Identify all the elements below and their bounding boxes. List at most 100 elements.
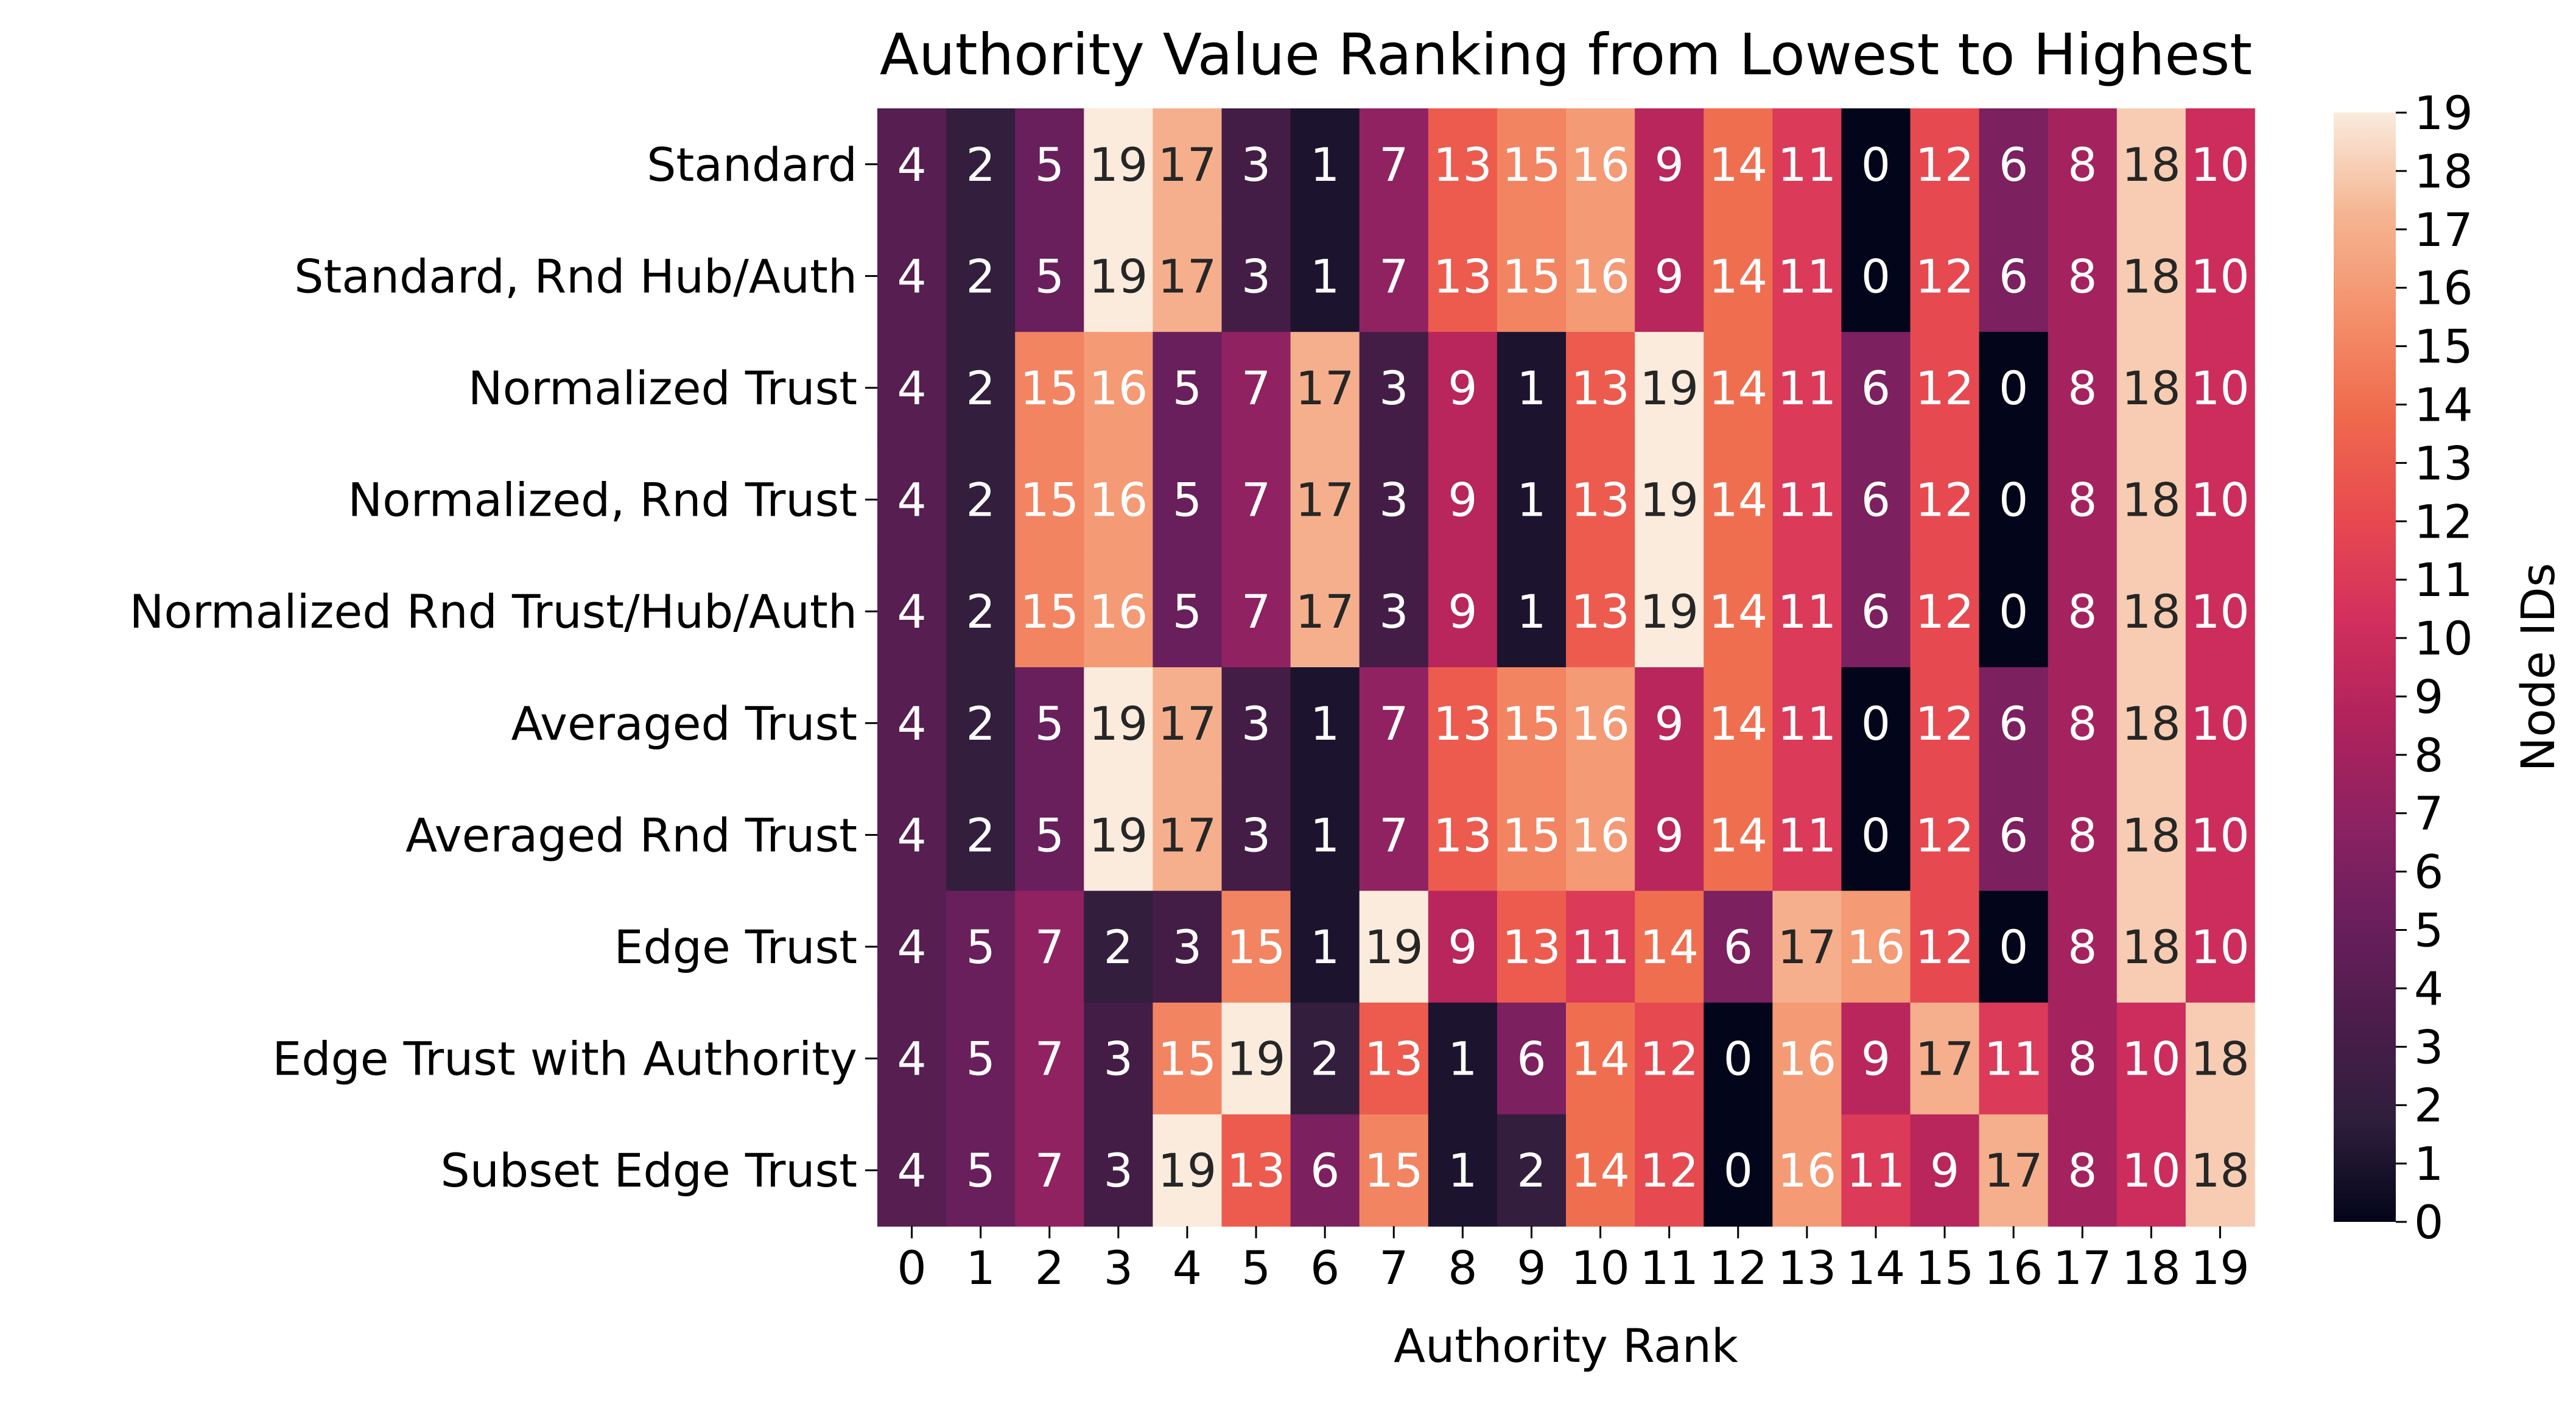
cell-annotation: 16 — [1571, 138, 1630, 192]
x-tick-label: 12 — [1708, 1241, 1767, 1295]
heatmap-cell — [1635, 891, 1704, 1003]
cell-annotation: 2 — [1104, 920, 1133, 974]
heatmap-cell — [1566, 891, 1635, 1003]
cell-annotation: 12 — [1915, 361, 1974, 415]
cell-annotation: 1 — [1517, 473, 1546, 527]
heatmap-cell — [1772, 667, 1842, 780]
x-axis-label: Authority Rank — [1394, 1319, 1738, 1373]
heatmap-cell — [1841, 332, 1911, 444]
heatmap-cell — [1566, 1002, 1635, 1115]
x-tick-label: 0 — [897, 1241, 926, 1295]
cell-annotation: 18 — [2122, 249, 2181, 303]
cell-annotation: 7 — [1035, 1143, 1064, 1198]
cell-annotation: 3 — [1241, 808, 1271, 862]
cell-annotation: 5 — [1035, 808, 1064, 862]
heatmap-cell — [1153, 779, 1223, 891]
heatmap-cell — [946, 891, 1016, 1003]
heatmap-cell — [2048, 332, 2118, 444]
cell-annotation: 1 — [1310, 920, 1339, 974]
heatmap-cell — [1153, 1114, 1223, 1227]
heatmap-cell — [1290, 332, 1360, 444]
colorbar-tick-label: 15 — [2414, 320, 2473, 374]
cell-annotation: 4 — [897, 584, 926, 639]
heatmap-cell — [1566, 332, 1635, 444]
heatmap-cell — [2116, 220, 2186, 332]
cell-annotation: 17 — [1915, 1032, 1974, 1086]
cell-annotation: 0 — [1724, 1032, 1753, 1086]
cell-annotation: 16 — [1571, 249, 1630, 303]
heatmap-cell — [1497, 108, 1567, 221]
cell-annotation: 15 — [1364, 1143, 1423, 1198]
cell-annotation: 9 — [1654, 249, 1683, 303]
heatmap-cell — [2185, 891, 2255, 1003]
heatmap-cell — [1153, 220, 1223, 332]
cell-annotation: 9 — [1654, 808, 1683, 862]
cell-annotation: 16 — [1089, 361, 1148, 415]
heatmap-cell — [1221, 220, 1291, 332]
heatmap-cell — [2185, 443, 2255, 556]
heatmap-cell — [1084, 555, 1154, 668]
cell-annotation: 10 — [2191, 473, 2250, 527]
heatmap-cell — [1979, 443, 2049, 556]
cell-annotation: 5 — [1035, 138, 1064, 192]
cell-annotation: 13 — [1433, 696, 1492, 751]
heatmap-cell — [946, 443, 1016, 556]
heatmap-cell — [1497, 1002, 1567, 1115]
cell-annotation: 5 — [1035, 249, 1064, 303]
cell-annotation: 16 — [1847, 920, 1906, 974]
heatmap-cell — [1290, 443, 1360, 556]
colorbar-tick-label: 11 — [2414, 553, 2473, 607]
heatmap-cell — [1566, 667, 1635, 780]
cell-annotation: 3 — [1173, 920, 1202, 974]
cell-annotation: 19 — [1089, 249, 1148, 303]
cell-annotation: 12 — [1915, 920, 1974, 974]
y-tick-label: Subset Edge Trust — [441, 1143, 857, 1198]
cell-annotation: 15 — [1227, 920, 1286, 974]
heatmap-cell — [1084, 220, 1154, 332]
heatmap-cell — [1428, 332, 1498, 444]
heatmap-cell — [1015, 1002, 1085, 1115]
colorbar-tick-label: 4 — [2414, 961, 2443, 1015]
cell-annotation: 7 — [1379, 696, 1408, 751]
heatmap-cell — [1910, 779, 1980, 891]
cell-annotation: 2 — [966, 138, 995, 192]
cell-annotation: 17 — [1158, 138, 1217, 192]
heatmap-cell — [946, 779, 1016, 891]
cell-annotation: 13 — [1433, 138, 1492, 192]
cell-annotation: 14 — [1708, 249, 1767, 303]
heatmap-cell — [1772, 555, 1842, 668]
cell-annotation: 19 — [1640, 361, 1699, 415]
y-tick-label: Standard — [647, 138, 857, 192]
colorbar-tick-label: 2 — [2414, 1078, 2443, 1132]
y-tick-label: Averaged Rnd Trust — [405, 808, 857, 862]
colorbar-tick-label: 12 — [2414, 494, 2473, 549]
cell-annotation: 10 — [2191, 696, 2250, 751]
heatmap-cell — [1084, 443, 1154, 556]
cell-annotation: 13 — [1433, 249, 1492, 303]
heatmap-cell — [946, 332, 1016, 444]
cell-annotation: 16 — [1089, 584, 1148, 639]
y-tick-label: Edge Trust with Authority — [272, 1032, 857, 1086]
cell-annotation: 6 — [1999, 249, 2028, 303]
heatmap-cell — [1635, 332, 1704, 444]
cell-annotation: 15 — [1020, 361, 1079, 415]
heatmap-cell — [1910, 891, 1980, 1003]
heatmap-cell — [2116, 779, 2186, 891]
cell-annotation: 2 — [966, 473, 995, 527]
heatmap-cell — [1428, 555, 1498, 668]
cell-annotation: 10 — [2191, 808, 2250, 862]
heatmap-cell — [1015, 1114, 1085, 1227]
heatmap-cell — [1979, 779, 2049, 891]
heatmap-cell — [946, 1114, 1016, 1227]
heatmap-cell — [1015, 332, 1085, 444]
cell-annotation: 9 — [1448, 584, 1477, 639]
heatmap-cell — [1153, 108, 1223, 221]
heatmap-cell — [1359, 1114, 1429, 1227]
cell-annotation: 7 — [1035, 920, 1064, 974]
heatmap-cell — [1221, 891, 1291, 1003]
colorbar-tick-label: 9 — [2414, 670, 2443, 724]
cell-annotation: 6 — [1861, 473, 1890, 527]
heatmap-cell — [1772, 1114, 1842, 1227]
heatmap-cell — [877, 220, 947, 332]
heatmap-cell — [1910, 220, 1980, 332]
